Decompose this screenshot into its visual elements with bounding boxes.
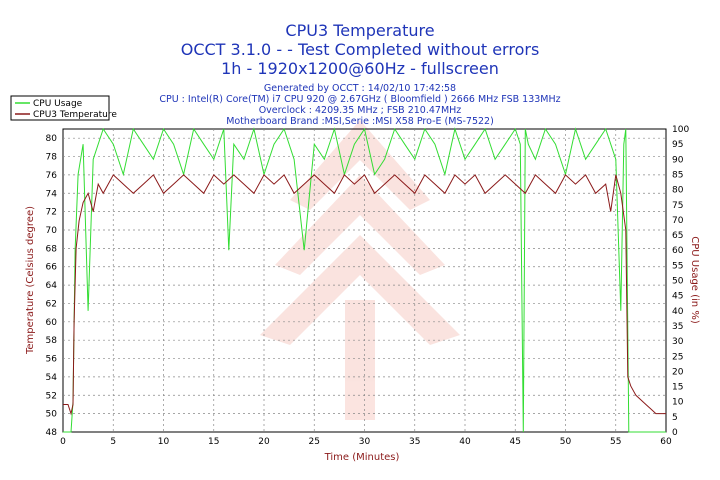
y-right-tick-label: 90	[672, 155, 684, 165]
y-left-tick-label: 78	[46, 153, 58, 163]
y-right-tick-label: 0	[672, 428, 678, 438]
y-left-tick-label: 48	[46, 428, 58, 438]
y-right-tick-label: 20	[672, 367, 684, 377]
legend-box	[10, 95, 110, 121]
y-axis-right-label: CPU Usage (in %)	[689, 236, 700, 324]
y-right-tick-label: 15	[672, 383, 683, 393]
x-tick-label: 45	[510, 437, 521, 447]
chart-title: CPU3 Temperature	[285, 21, 434, 40]
x-tick-label: 55	[610, 437, 621, 447]
series-line-cpu3-temperature	[63, 174, 666, 416]
chart-subtitle-2: 1h - 1920x1200@60Hz - fullscreen	[221, 59, 499, 78]
x-tick-label: 50	[560, 437, 572, 447]
y-axis-left-label: Temperature (Celsius degree)	[25, 206, 36, 355]
y-left-tick-label: 54	[46, 373, 58, 383]
y-right-tick-label: 5	[672, 413, 678, 423]
series-line-cpu-usage	[63, 127, 666, 433]
y-right-tick-label: 80	[672, 186, 684, 196]
x-axis-ticks: 0 5 10 15 20 25 30 35 40 45 50 55 60	[60, 437, 672, 447]
info-line-motherboard: Motherboard Brand :MSI,Serie :MSI X58 Pr…	[226, 116, 494, 127]
y-right-tick-label: 95	[672, 140, 683, 150]
y-left-tick-label: 50	[46, 410, 58, 420]
y-left-tick-label: 72	[46, 208, 57, 218]
y-left-tick-label: 66	[46, 263, 58, 273]
y-left-tick-label: 58	[46, 336, 58, 346]
info-line-cpu: CPU : Intel(R) Core(TM) i7 CPU 920 @ 2.6…	[159, 94, 560, 105]
y-right-tick-label: 100	[672, 125, 689, 135]
y-left-tick-label: 62	[46, 299, 57, 309]
y-right-tick-label: 10	[672, 398, 684, 408]
x-tick-label: 20	[258, 437, 270, 447]
y-right-tick-label: 25	[672, 352, 683, 362]
y-left-tick-label: 68	[46, 244, 58, 254]
series-layer	[63, 127, 666, 433]
y-right-tick-label: 70	[672, 216, 684, 226]
x-tick-label: 25	[309, 437, 320, 447]
x-axis-label: Time (Minutes)	[324, 452, 400, 463]
x-tick-label: 5	[110, 437, 116, 447]
x-tick-label: 0	[60, 437, 66, 447]
chart-subtitle-1: OCCT 3.1.0 - - Test Completed without er…	[181, 40, 540, 59]
y-right-tick-label: 35	[672, 322, 683, 332]
y-right-tick-label: 45	[672, 292, 683, 302]
y-left-tick-label: 64	[46, 281, 58, 291]
x-tick-label: 35	[409, 437, 420, 447]
y-axis-right-ticks: 0 5 10 15 20 25 30 35 40 45 50 55 60 65 70 75 80 85 90 95 10…	[672, 125, 689, 438]
legend-label-cpu3-temperature: CPU3 Temperature	[33, 110, 117, 120]
y-right-tick-label: 30	[672, 337, 684, 347]
x-tick-label: 40	[459, 437, 471, 447]
y-right-tick-label: 40	[672, 307, 684, 317]
y-left-tick-label: 70	[46, 226, 58, 236]
y-right-tick-label: 65	[672, 231, 683, 241]
y-left-tick-label: 74	[46, 189, 58, 199]
y-left-tick-label: 56	[46, 355, 58, 365]
y-right-tick-label: 50	[672, 277, 684, 287]
y-right-tick-label: 85	[672, 170, 683, 180]
info-line-generated: Generated by OCCT : 14/02/10 17:42:58	[264, 83, 456, 94]
y-right-tick-label: 60	[672, 246, 684, 256]
y-left-tick-label: 80	[46, 134, 58, 144]
legend: CPU Usage CPU3 Temperature	[10, 95, 117, 121]
y-right-tick-label: 75	[672, 201, 683, 211]
y-left-tick-label: 52	[46, 391, 57, 401]
watermark-logo	[260, 120, 460, 420]
y-left-tick-label: 76	[46, 171, 58, 181]
info-line-overclock: Overclock : 4209.35 MHz ; FSB 210.47MHz	[259, 105, 462, 116]
x-tick-label: 10	[158, 437, 170, 447]
y-right-tick-label: 55	[672, 261, 683, 271]
x-tick-label: 60	[660, 437, 672, 447]
y-axis-left-ticks: 48 50 52 54 56 58 60 62 64 66 68 70 72 74 76 78 80	[46, 134, 58, 438]
y-left-tick-label: 60	[46, 318, 58, 328]
x-tick-label: 30	[359, 437, 371, 447]
x-tick-label: 15	[208, 437, 219, 447]
legend-label-cpu-usage: CPU Usage	[33, 99, 83, 109]
